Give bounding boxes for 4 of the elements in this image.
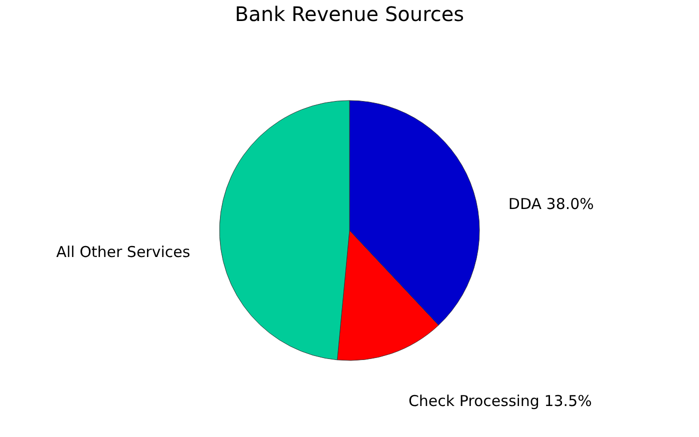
slice-label: DDA 38.0% xyxy=(508,194,594,213)
slice-label: Check Processing 13.5% xyxy=(408,392,592,410)
slice-label: All Other Services xyxy=(56,242,190,261)
chart-title: Bank Revenue Sources xyxy=(234,2,464,26)
